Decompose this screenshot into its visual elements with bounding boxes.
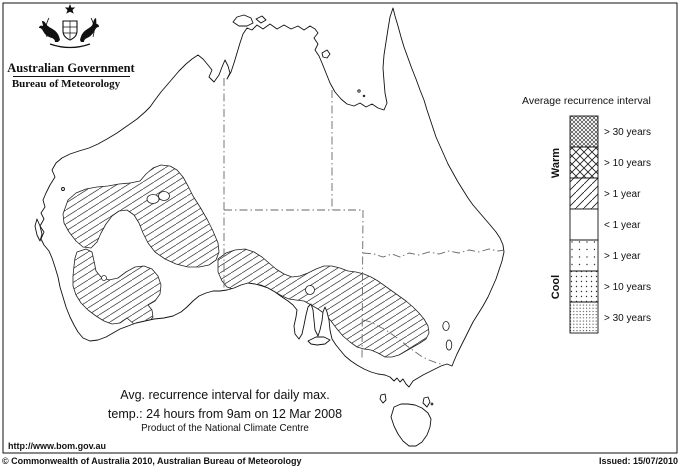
- border-141e: [361, 209, 364, 359]
- legend-warm-label: Warm: [550, 148, 562, 178]
- shark-bay-islands: [34, 218, 43, 242]
- wattle-branches: [45, 17, 95, 38]
- gulf-islet-1: [357, 89, 361, 93]
- legend-label-3: < 1 year: [604, 220, 641, 231]
- border-qld-nsw: [362, 248, 504, 258]
- bureau-title: Bureau of Meteorology: [12, 78, 121, 90]
- flinders-island: [422, 396, 431, 408]
- legend-swatch-warm-gt1: [569, 177, 599, 210]
- region-southern-band-sa-vic-nsw: [217, 248, 430, 358]
- scroll-banner: [49, 43, 91, 49]
- region-hole-4: [305, 285, 315, 295]
- legend-swatch-cool-gt30: [569, 301, 599, 334]
- bass-strait-islet: [430, 402, 434, 406]
- legend-label-2: > 1 year: [604, 189, 641, 200]
- map-title-line1: Avg. recurrence interval for daily max.: [120, 388, 330, 402]
- legend-label-0: > 30 years: [604, 127, 651, 138]
- emu-icon: [80, 18, 99, 42]
- legend-label-5: > 10 years: [604, 282, 651, 293]
- legend-swatch-cool-gt10: [569, 270, 599, 303]
- legend-swatch-warm-gt10: [569, 146, 599, 179]
- copyright-line: © Commonwealth of Australia 2010, Austra…: [2, 456, 302, 466]
- legend-cool-label: Cool: [550, 275, 562, 299]
- legend-label-1: > 10 years: [604, 158, 651, 169]
- legend-title: Average recurrence interval: [522, 95, 651, 107]
- map-title-line2: temp.: 24 hours from 9am on 12 Mar 2008: [108, 407, 342, 421]
- groote-eylandt: [321, 49, 331, 59]
- region-hole-3: [101, 275, 107, 281]
- legend-swatch-lt1: [569, 208, 599, 241]
- gov-title: Australian Government: [7, 61, 135, 75]
- bom-url: http://www.bom.gov.au: [8, 441, 106, 451]
- king-island: [379, 393, 387, 404]
- border-nsw-vic: [362, 319, 453, 368]
- kangaroo-icon: [39, 21, 60, 42]
- legend-swatch-warm-gt30: [569, 115, 599, 148]
- legend-label-4: > 1 year: [604, 251, 641, 262]
- region-central-western-australia: [62, 164, 220, 268]
- map-title-line3: Product of the National Climate Centre: [141, 423, 309, 434]
- lake-2: [445, 339, 453, 351]
- region-hole-2: [158, 191, 170, 201]
- legend: Average recurrence interval > 30 years >…: [522, 95, 651, 334]
- coat-of-arms-logo: [39, 4, 99, 49]
- commonwealth-star-icon: [64, 4, 76, 14]
- kangaroo-island: [307, 336, 331, 346]
- melville-island: [232, 14, 254, 27]
- shield-quarters: [63, 21, 77, 39]
- bathurst-island: [255, 15, 267, 24]
- tasmania-outline: [390, 403, 432, 447]
- legend-label-6: > 30 years: [604, 313, 651, 324]
- gulf-islet-2: [362, 94, 366, 98]
- region-hole-1: [146, 194, 160, 204]
- lake-1: [442, 321, 450, 331]
- legend-swatch-cool-gt1: [569, 239, 599, 272]
- issued-date: Issued: 15/07/2010: [599, 456, 678, 466]
- west-coast-islet: [61, 187, 65, 191]
